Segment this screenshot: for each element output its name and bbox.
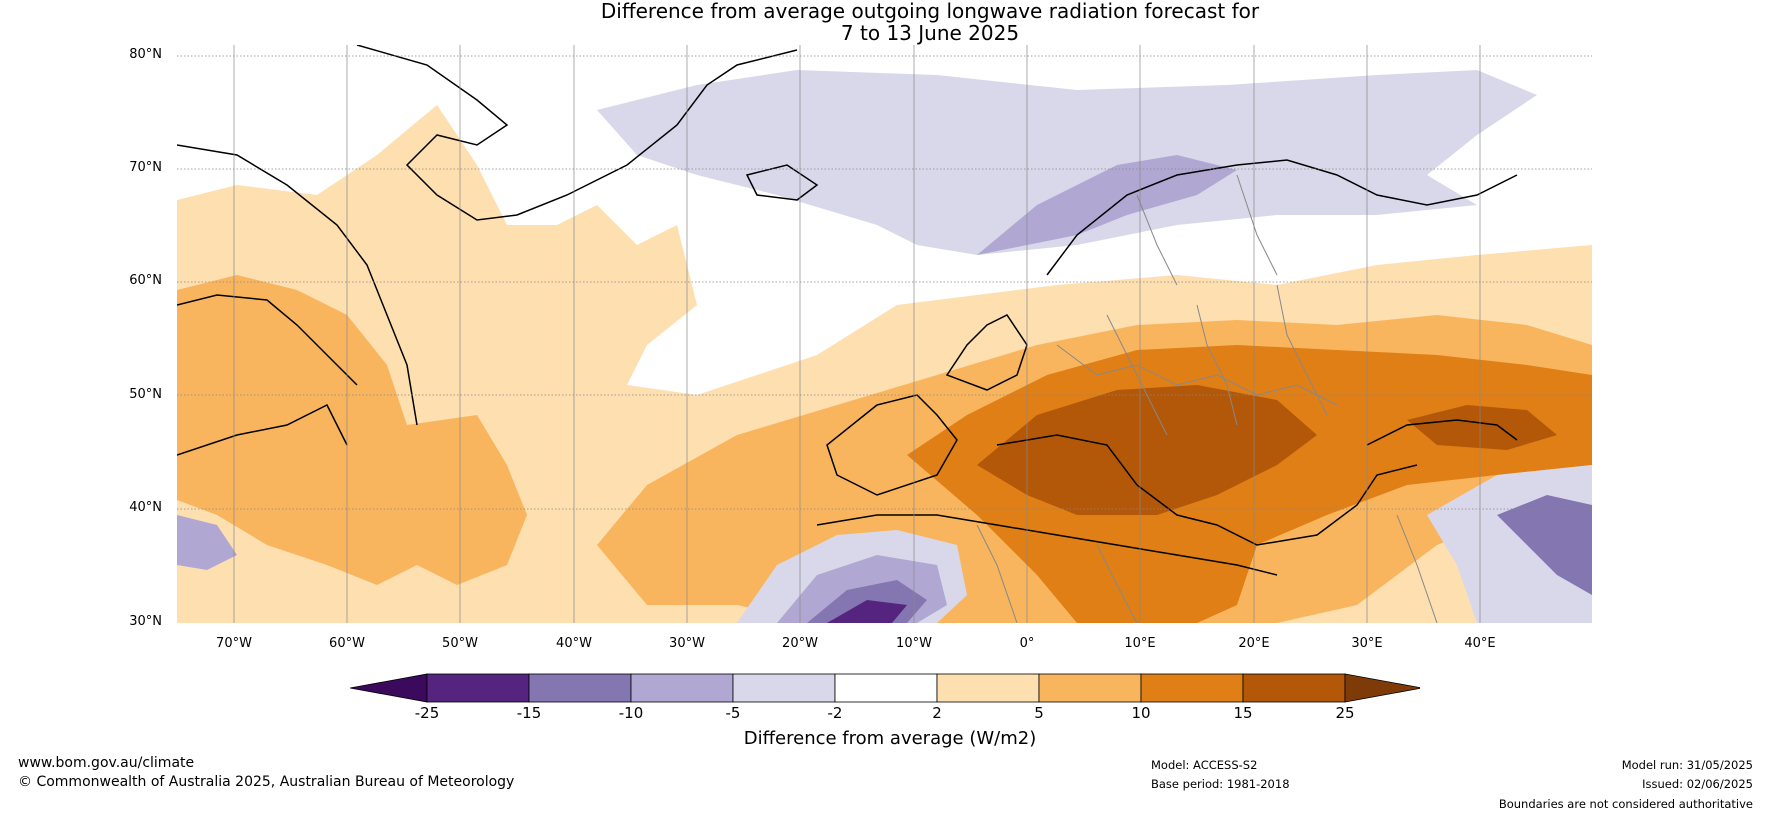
footer-model-run: Model run: 31/05/2025 <box>1621 758 1753 772</box>
anomaly-region-deep-purple-south <box>827 600 907 623</box>
lat-label-60n: 60°N <box>129 273 162 288</box>
footer-website: www.bom.gov.au/climate <box>18 755 195 771</box>
colorbar-tick-label: -10 <box>618 704 644 722</box>
lat-label-30n: 30°N <box>129 614 162 629</box>
olr-anomaly-map <box>177 45 1592 623</box>
colorbar-extend-high <box>1344 673 1420 703</box>
colorbar-cell <box>834 673 938 703</box>
colorbar-tick-label: -2 <box>827 704 843 722</box>
lon-label-30e: 30°E <box>1351 636 1383 651</box>
lon-label-60w: 60°W <box>329 636 365 651</box>
anomaly-region-brown <box>977 385 1317 515</box>
footer-issued: Issued: 02/06/2025 <box>1642 777 1753 791</box>
lon-label-40w: 40°W <box>556 636 592 651</box>
colorbar-tick-label: 10 <box>1131 704 1151 722</box>
footer-base-period: Base period: 1981-2018 <box>1151 777 1290 791</box>
country-borders <box>976 174 1438 623</box>
lat-label-70n: 70°N <box>129 160 162 175</box>
anomaly-region-purple-norway <box>977 155 1237 255</box>
anomaly-region-orange-west <box>177 275 527 585</box>
colorbar <box>350 673 1420 703</box>
lon-label-10e: 10°E <box>1124 636 1156 651</box>
anomaly-region-light-purple-arctic <box>597 70 1537 255</box>
colorbar-cell <box>1242 673 1346 703</box>
colorbar-cell <box>1038 673 1142 703</box>
colorbar-tick-label: -15 <box>516 704 542 722</box>
footer-model: Model: ACCESS-S2 <box>1151 758 1258 772</box>
lon-label-70w: 70°W <box>216 636 252 651</box>
coastlines <box>177 45 1518 576</box>
colorbar-extend-low <box>350 673 428 703</box>
colorbar-tick-label: 2 <box>932 704 942 722</box>
colorbar-cell <box>426 673 530 703</box>
lon-label-50w: 50°W <box>442 636 478 651</box>
footer-copyright: © Commonwealth of Australia 2025, Austra… <box>18 774 515 790</box>
colorbar-tick-label: -5 <box>725 704 741 722</box>
anomaly-region-brown-east <box>1407 405 1557 450</box>
colorbar-title: Difference from average (W/m2) <box>743 728 1037 749</box>
map-title-line1: Difference from average outgoing longwav… <box>600 0 1260 23</box>
colorbar-cell <box>732 673 836 703</box>
lat-label-50n: 50°N <box>129 387 162 402</box>
lon-label-0: 0° <box>1019 636 1035 651</box>
colorbar-cell <box>1140 673 1244 703</box>
map-gridlines <box>177 45 1592 623</box>
colorbar-tick-label: 5 <box>1034 704 1044 722</box>
colorbar-tick-label: 15 <box>1233 704 1253 722</box>
colorbar-cell <box>936 673 1040 703</box>
lon-label-40e: 40°E <box>1464 636 1496 651</box>
colorbar-cell <box>630 673 734 703</box>
lon-label-30w: 30°W <box>669 636 705 651</box>
lat-label-40n: 40°N <box>129 500 162 515</box>
colorbar-tick-label: -25 <box>414 704 440 722</box>
lon-label-20e: 20°E <box>1238 636 1270 651</box>
lat-label-80n: 80°N <box>129 47 162 62</box>
colorbar-cell <box>528 673 632 703</box>
colorbar-tick-label: 25 <box>1335 704 1355 722</box>
lon-label-10w: 10°W <box>896 636 932 651</box>
map-title-line2: 7 to 13 June 2025 <box>840 21 1020 45</box>
footer-disclaimer: Boundaries are not considered authoritat… <box>1498 797 1753 811</box>
anomaly-region-purple-west <box>177 515 237 570</box>
anomaly-region-purple-southeast-core <box>1497 495 1592 595</box>
lon-label-20w: 20°W <box>782 636 818 651</box>
